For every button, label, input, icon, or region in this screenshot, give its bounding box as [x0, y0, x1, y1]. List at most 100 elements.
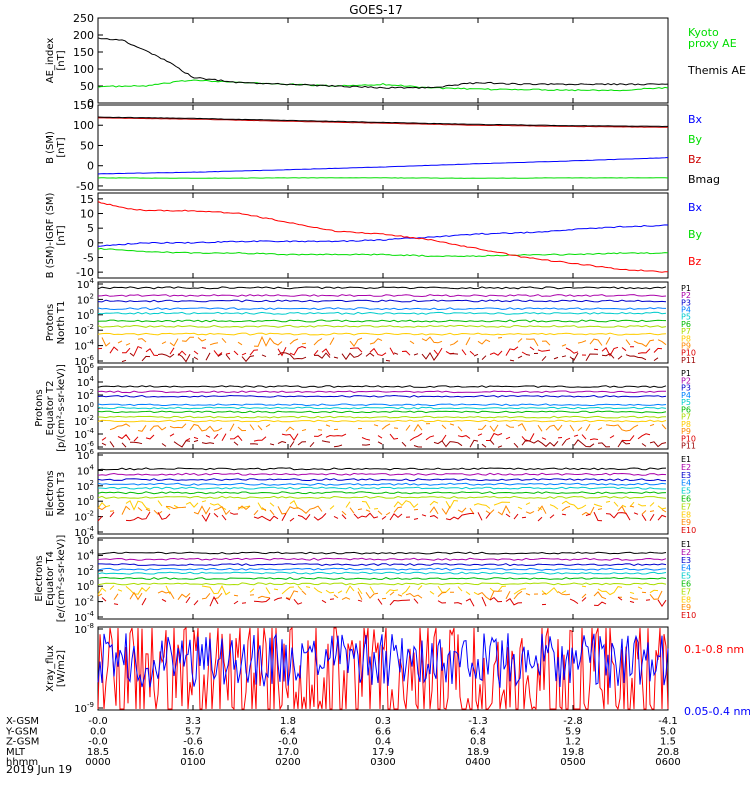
- legend-label: Themis AE: [687, 64, 746, 77]
- y-tick-label: 100: [77, 579, 94, 593]
- y-tick-label: 102: [77, 388, 94, 402]
- panel-frame: [97, 281, 669, 364]
- axis-row-value: 6.4: [470, 726, 486, 737]
- axis-row-label: X-GSM: [6, 716, 39, 727]
- y-tick-label: 104: [77, 548, 95, 562]
- level-line: [97, 385, 667, 388]
- panel-frame: [97, 452, 669, 535]
- y-tick-label: 5: [87, 222, 94, 235]
- series-line: [97, 247, 669, 258]
- y-tick-label: 102: [77, 479, 94, 493]
- level-line: [97, 286, 667, 290]
- axis-row-value: 5.9: [565, 726, 581, 737]
- y-tick-label: 104: [77, 277, 95, 291]
- axis-row-value: 0.0: [90, 726, 106, 737]
- legend-label: E8: [681, 595, 691, 604]
- level-line: [97, 299, 667, 303]
- y-tick-label: 10-6: [74, 354, 94, 368]
- legend-label: P3: [681, 298, 691, 307]
- axis-row-label: hhmm: [6, 757, 38, 768]
- axis-row-value: 1.5: [660, 737, 676, 748]
- axis-row-value: -4.1: [658, 716, 678, 727]
- level-line: [97, 511, 667, 522]
- legend-label: P6: [681, 320, 691, 329]
- y-tick-label: 10-8: [74, 622, 94, 636]
- legend-label: E7: [681, 502, 691, 511]
- level-line: [97, 567, 667, 571]
- legend-label: E5: [681, 487, 691, 496]
- y-tick-label: 100: [77, 401, 94, 415]
- y-label-line: [nT]: [56, 137, 67, 157]
- axis-row-value: -0.0: [88, 737, 108, 748]
- series-line: [97, 177, 669, 179]
- axis-row-value: 1.8: [280, 716, 296, 727]
- level-line: [97, 505, 667, 516]
- axis-row-value: 19.8: [562, 747, 584, 758]
- level-line: [97, 324, 667, 328]
- y-axis-label: Xray_flux [W/m2]: [45, 645, 67, 692]
- level-line: [97, 406, 667, 410]
- axis-row-value: 6.4: [280, 726, 296, 737]
- series-line: [97, 116, 668, 128]
- legend-label: P3: [681, 384, 691, 393]
- legend-label: E5: [681, 572, 691, 581]
- y-axis-label: AE_index [nT]: [45, 38, 67, 84]
- legend-label: Kyoto: [688, 26, 719, 39]
- legend-label: P8: [681, 420, 691, 429]
- series-line: [97, 224, 669, 247]
- axis-row-value: 17.0: [277, 747, 299, 758]
- legend-label: P7: [681, 327, 691, 336]
- level-line: [98, 347, 666, 356]
- y-tick-label: 250: [73, 12, 94, 25]
- y-tick-label: -5: [83, 251, 94, 264]
- level-line: [109, 423, 667, 433]
- legend-label: By: [688, 133, 703, 146]
- panel-7: Electrons Equator T4 [e/(cm²-s-sr-keV)] 10-…: [34, 533, 696, 624]
- panel-3: B (SM)-IGRF (SM) [nT] -10 -50 510 15 Bx By Bz: [45, 192, 703, 279]
- level-line: [97, 576, 667, 580]
- level-line: [97, 478, 666, 482]
- legend-label: E1: [681, 455, 691, 464]
- y-axis-label: Electrons North T3: [45, 470, 67, 516]
- level-line: [97, 467, 667, 471]
- axis-row-value: 0.4: [375, 737, 391, 748]
- y-tick-label: 50: [80, 80, 94, 93]
- y-axis-label: Electrons Equator T4 [e/(cm²-s-sr-keV)]: [34, 535, 67, 623]
- y-tick-label: 10-2: [74, 595, 94, 609]
- y-tick-label: 0: [87, 237, 94, 250]
- bottom-axis-table: X-GSM -0.0 3.3 1.8 0.3 -1.3 -2.8 -4.1 Y-GSM 0.0 5.…: [5, 716, 681, 768]
- axis-row-label: MLT: [6, 747, 26, 758]
- level-line: [97, 495, 667, 499]
- y-tick-label: 100: [73, 63, 94, 76]
- axis-row-value: 0.8: [470, 737, 486, 748]
- legend-label: E3: [681, 471, 691, 480]
- legend-label: P4: [681, 306, 691, 315]
- level-line: [97, 332, 667, 336]
- axis-row-value: 6.6: [375, 726, 391, 737]
- y-label-line: [W/m2]: [56, 650, 67, 687]
- legend-label: P2: [681, 376, 691, 385]
- series-line: [97, 632, 669, 688]
- axis-row-value: 18.9: [467, 747, 489, 758]
- y-tick-label: 10-6: [74, 440, 94, 454]
- legend-label: P10: [681, 434, 696, 443]
- y-tick-label: 10-9: [74, 701, 94, 715]
- legend-label: P5: [681, 313, 691, 322]
- axis-row-value: 20.8: [657, 747, 679, 758]
- level-line: [102, 433, 666, 441]
- y-tick-label: 10-4: [74, 339, 94, 353]
- axis-row-value: 5.0: [660, 726, 676, 737]
- level-line: [97, 390, 666, 394]
- legend-label: P2: [681, 291, 691, 300]
- y-tick-label: 15: [80, 193, 94, 206]
- legend-label: P8: [681, 334, 691, 343]
- y-label-line: Protons: [34, 389, 45, 426]
- y-axis-label: B (SM)-IGRF (SM) [nT]: [45, 193, 67, 279]
- series-line: [97, 79, 669, 92]
- y-tick-label: 106: [77, 448, 95, 462]
- legend-label: E3: [681, 556, 691, 565]
- level-line: [101, 596, 667, 608]
- y-tick-label: 104: [77, 463, 95, 477]
